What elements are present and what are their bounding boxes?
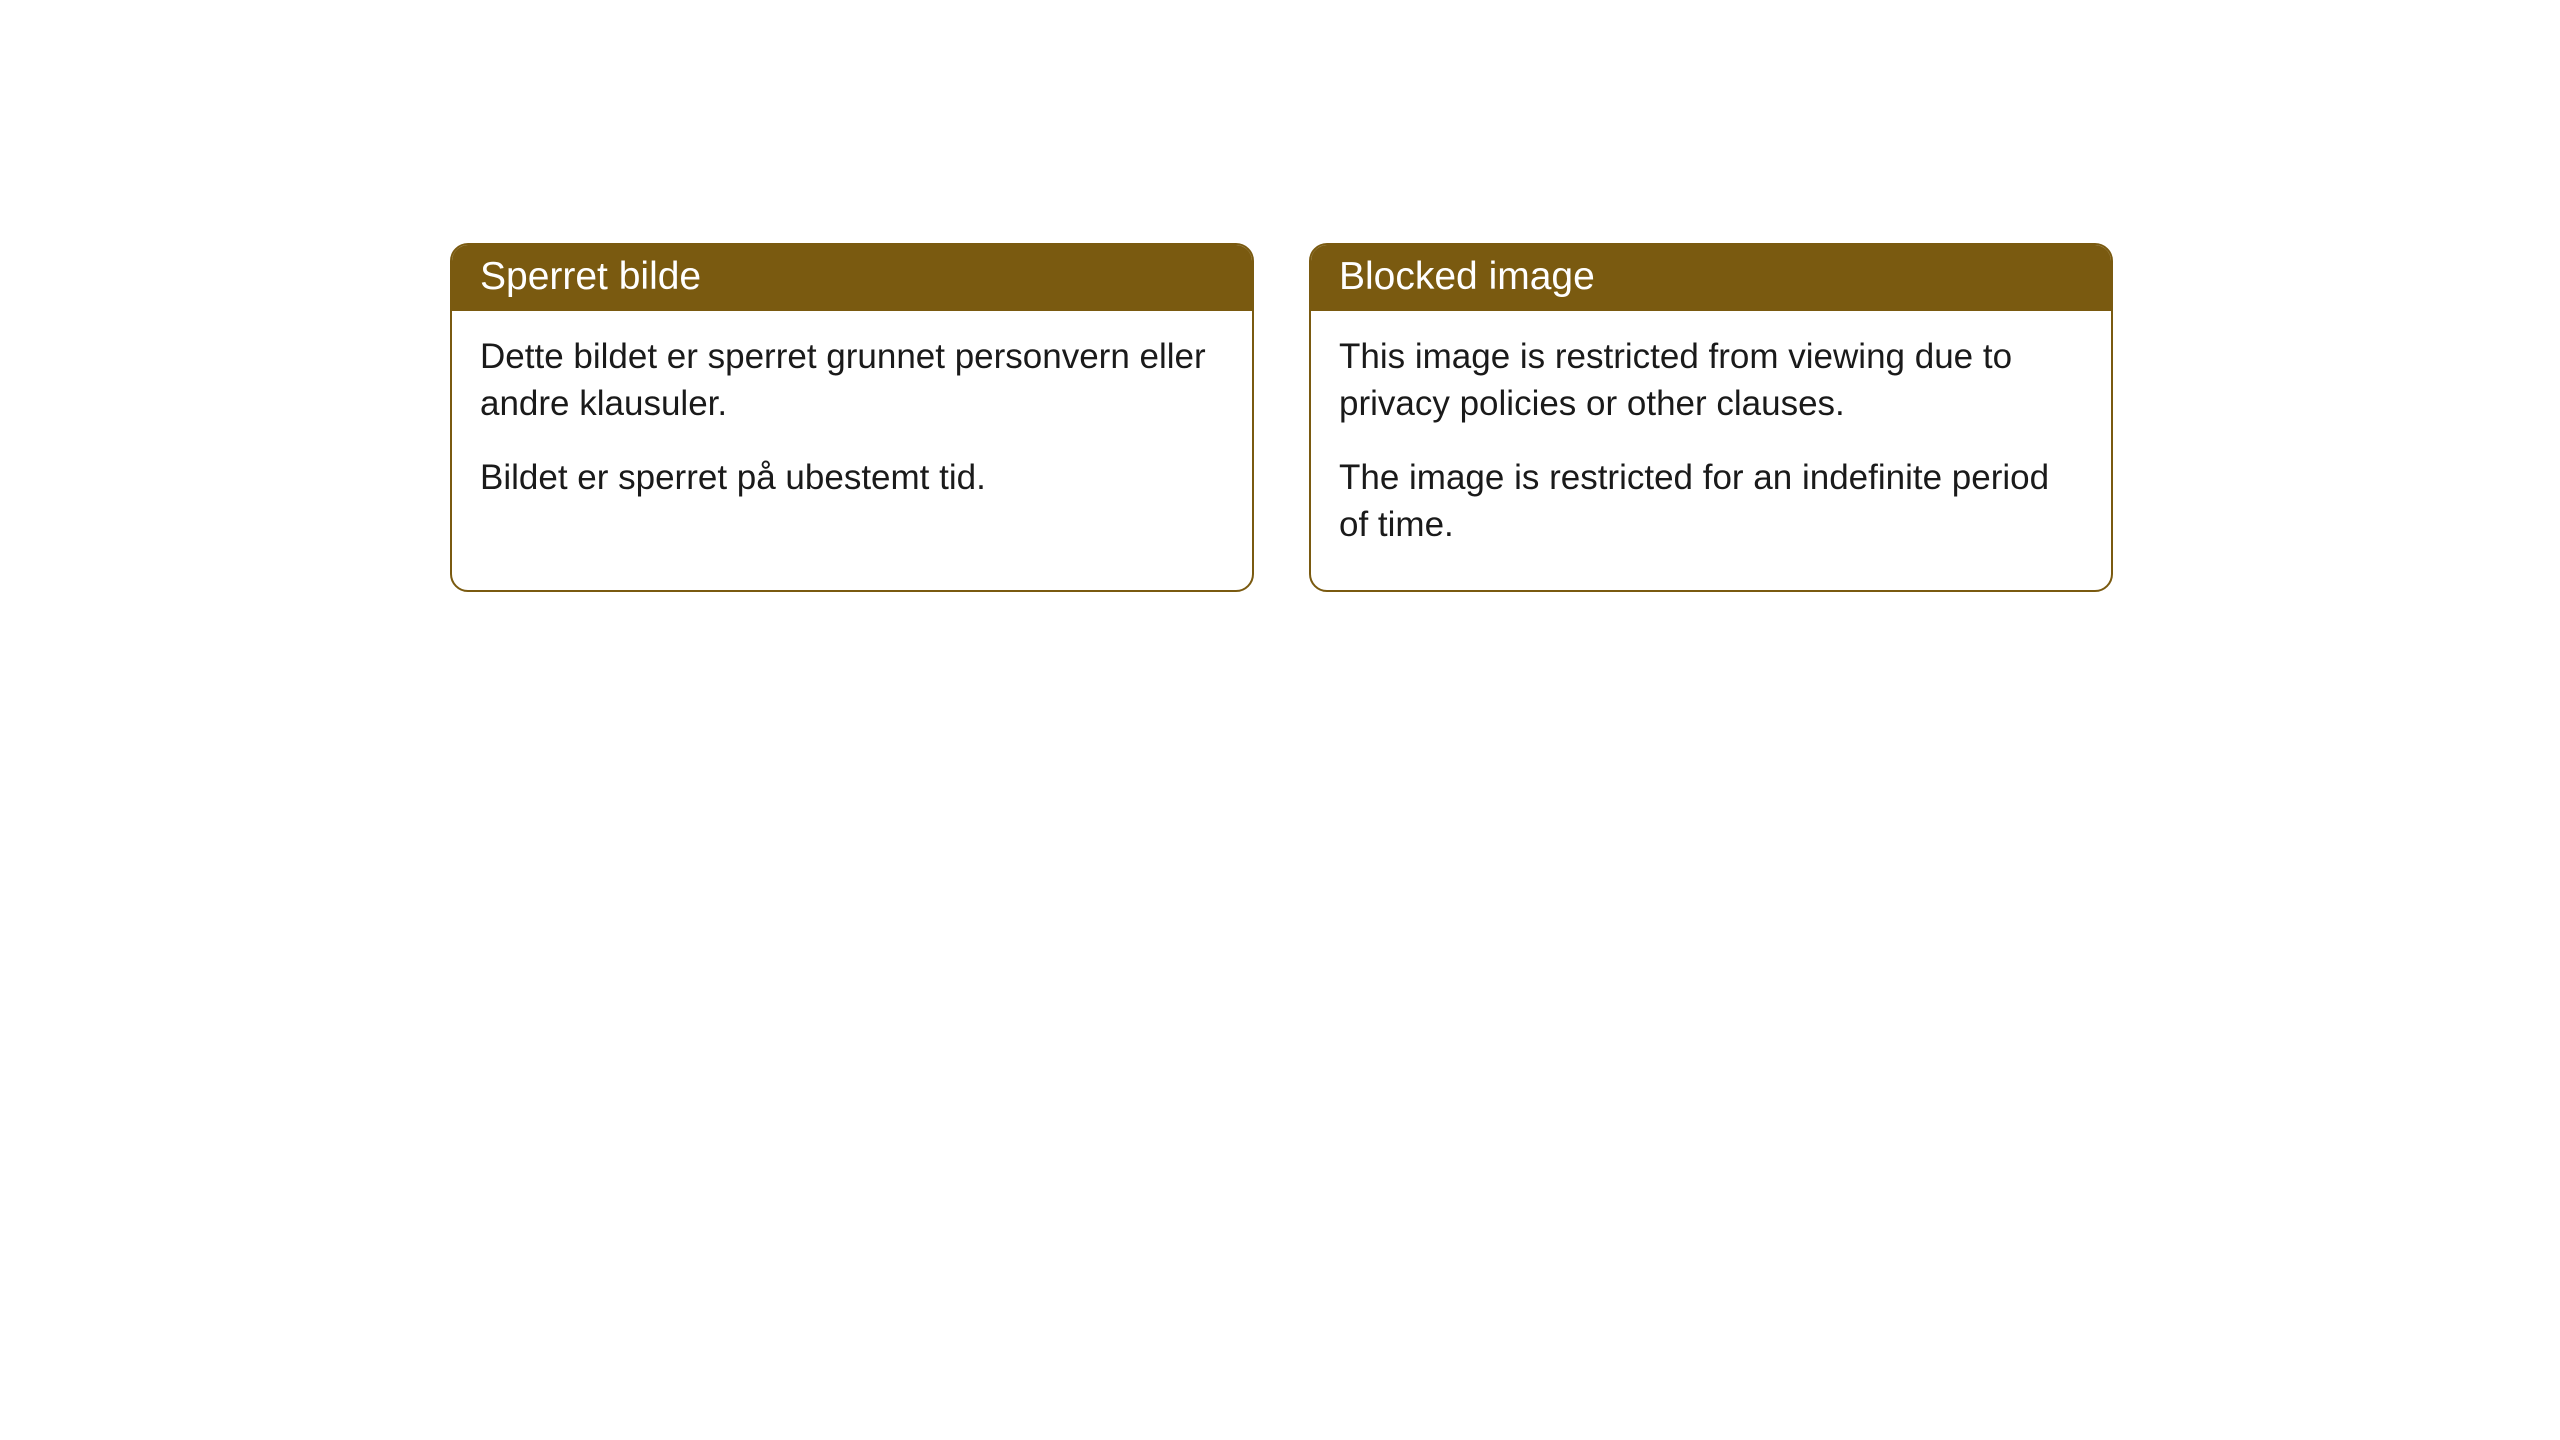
notice-text-en-1: This image is restricted from viewing du…	[1339, 333, 2083, 428]
card-header-en: Blocked image	[1311, 245, 2111, 311]
card-body-no: Dette bildet er sperret grunnet personve…	[452, 311, 1252, 543]
notice-text-no-2: Bildet er sperret på ubestemt tid.	[480, 454, 1224, 501]
blocked-image-card-no: Sperret bilde Dette bildet er sperret gr…	[450, 243, 1254, 592]
notice-container: Sperret bilde Dette bildet er sperret gr…	[0, 0, 2560, 592]
notice-text-no-1: Dette bildet er sperret grunnet personve…	[480, 333, 1224, 428]
blocked-image-card-en: Blocked image This image is restricted f…	[1309, 243, 2113, 592]
notice-text-en-2: The image is restricted for an indefinit…	[1339, 454, 2083, 549]
card-header-no: Sperret bilde	[452, 245, 1252, 311]
card-body-en: This image is restricted from viewing du…	[1311, 311, 2111, 590]
